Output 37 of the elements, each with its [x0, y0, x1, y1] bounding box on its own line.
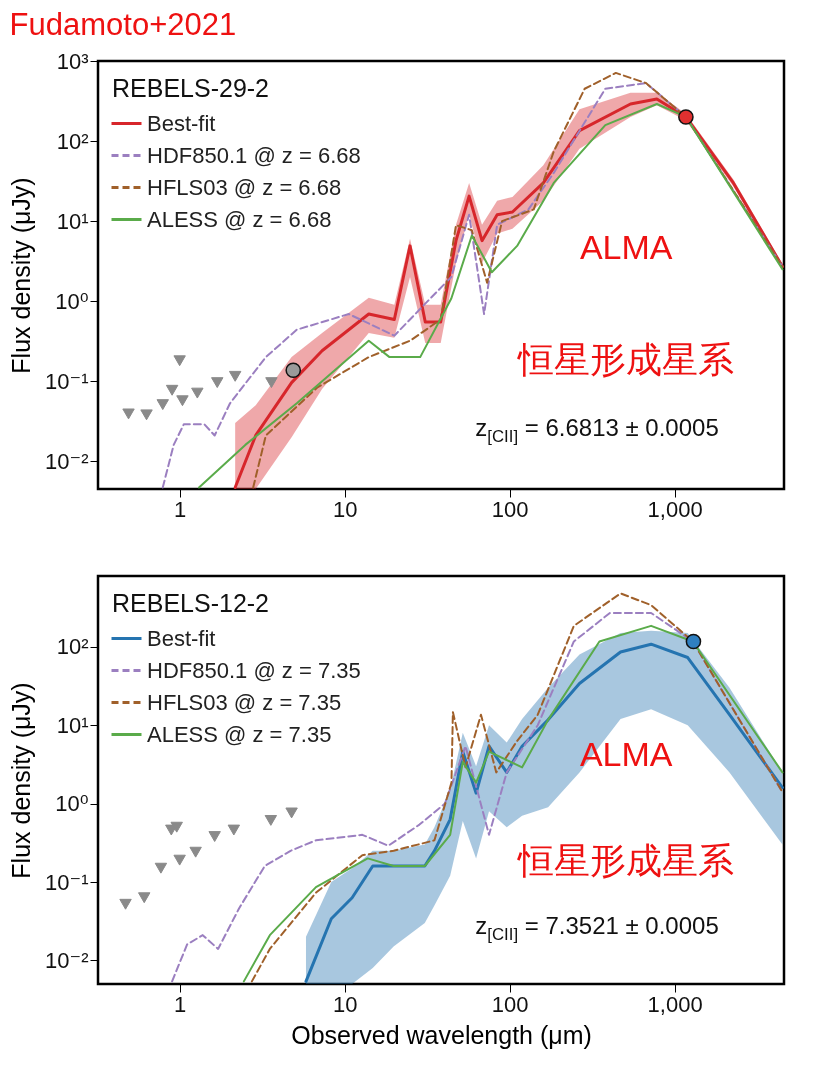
annotation: ALMA: [579, 734, 673, 773]
y-axis-title: Flux density (μJy): [7, 682, 36, 879]
annotation: 恒星形成星系: [517, 839, 735, 881]
legend-label: ALESS @ z = 6.68: [147, 206, 332, 232]
x-tick-label: 100: [491, 991, 529, 1017]
x-tick-label: 1,000: [647, 496, 703, 522]
y-tick-label: 10¹: [56, 712, 89, 738]
legend-label: HDF850.1 @ z = 7.35: [147, 657, 361, 683]
y-axis-title: Flux density (μJy): [7, 177, 36, 374]
legend-label: Best-fit: [147, 625, 216, 651]
y-tick-label: 10⁰: [55, 288, 89, 314]
legend-label: Best-fit: [147, 110, 216, 136]
x-axis-title: Observed wavelength (μm): [291, 1020, 592, 1049]
legend-label: ALESS @ z = 7.35: [147, 721, 332, 747]
chart-title: Fudamoto+2021: [9, 7, 237, 42]
x-tick-label: 1,000: [647, 991, 703, 1017]
legend-label: HDF850.1 @ z = 6.68: [147, 142, 361, 168]
x-tick-label: 1: [174, 991, 187, 1017]
x-tick-label: 10: [332, 496, 358, 522]
y-tick-label: 10²: [56, 634, 89, 660]
y-tick-label: 10⁻²: [45, 947, 89, 973]
text: REBELS-29-2: [112, 74, 270, 102]
y-tick-label: 10⁻²: [45, 448, 89, 474]
y-tick-label: 10²: [56, 128, 89, 154]
legend-label: HFLS03 @ z = 7.35: [147, 689, 342, 715]
y-tick-label: 10⁰: [55, 791, 89, 817]
annotation: ALMA: [579, 228, 673, 267]
text: REBELS-12-2: [112, 589, 270, 617]
legend-label: HFLS03 @ z = 6.68: [147, 174, 342, 200]
x-tick-label: 100: [491, 496, 529, 522]
x-tick-label: 1: [174, 496, 187, 522]
x-tick-label: 10: [332, 991, 358, 1017]
y-tick-label: 10⁻¹: [45, 869, 89, 895]
y-tick-label: 10³: [56, 48, 89, 74]
y-tick-label: 10¹: [56, 208, 89, 234]
y-tick-label: 10⁻¹: [45, 368, 89, 394]
annotation: 恒星形成星系: [517, 338, 735, 380]
